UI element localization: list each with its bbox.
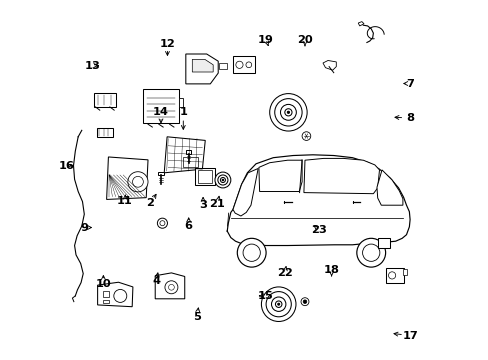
Circle shape xyxy=(215,172,230,188)
Text: 22: 22 xyxy=(276,268,292,278)
Circle shape xyxy=(235,61,243,68)
Circle shape xyxy=(237,238,265,267)
Text: 5: 5 xyxy=(193,312,201,322)
Polygon shape xyxy=(155,273,184,299)
Polygon shape xyxy=(164,137,205,173)
Text: 20: 20 xyxy=(297,35,312,45)
Circle shape xyxy=(265,292,291,317)
Bar xyxy=(232,56,254,73)
Polygon shape xyxy=(258,160,302,192)
Circle shape xyxy=(243,244,260,261)
Text: 21: 21 xyxy=(209,199,225,210)
Bar xyxy=(386,268,403,283)
Bar xyxy=(185,150,191,154)
Circle shape xyxy=(218,175,227,185)
Circle shape xyxy=(168,284,174,290)
Bar xyxy=(94,93,115,107)
Circle shape xyxy=(261,287,295,321)
Bar xyxy=(195,168,214,185)
Circle shape xyxy=(222,179,223,181)
Text: 17: 17 xyxy=(402,330,417,341)
Text: 10: 10 xyxy=(95,279,111,289)
Circle shape xyxy=(274,99,302,126)
Text: 6: 6 xyxy=(184,221,192,231)
Circle shape xyxy=(362,244,379,261)
Circle shape xyxy=(160,221,164,226)
Text: 23: 23 xyxy=(311,225,326,235)
Bar xyxy=(143,89,178,123)
Circle shape xyxy=(280,104,296,120)
Polygon shape xyxy=(98,282,133,307)
Polygon shape xyxy=(185,54,218,84)
Text: 2: 2 xyxy=(146,198,154,208)
Polygon shape xyxy=(322,60,336,70)
Text: 7: 7 xyxy=(406,78,413,89)
Circle shape xyxy=(302,132,310,140)
Circle shape xyxy=(245,62,251,68)
Bar xyxy=(403,269,406,274)
Circle shape xyxy=(275,301,282,307)
Text: 14: 14 xyxy=(153,107,168,117)
Text: 15: 15 xyxy=(257,291,273,301)
Circle shape xyxy=(269,94,306,131)
Bar xyxy=(102,300,109,303)
Circle shape xyxy=(277,303,279,305)
Text: 1: 1 xyxy=(179,107,187,117)
Circle shape xyxy=(356,238,385,267)
Text: 3: 3 xyxy=(199,200,207,210)
Polygon shape xyxy=(303,158,379,194)
Text: 4: 4 xyxy=(152,276,160,286)
Bar xyxy=(97,128,113,137)
Polygon shape xyxy=(376,170,402,205)
Bar xyxy=(377,238,389,248)
Text: 12: 12 xyxy=(159,39,175,49)
Bar xyxy=(158,172,163,175)
Circle shape xyxy=(157,218,167,228)
Circle shape xyxy=(127,172,148,192)
Text: 9: 9 xyxy=(80,222,88,233)
Circle shape xyxy=(287,111,289,113)
Text: 19: 19 xyxy=(258,35,273,45)
Circle shape xyxy=(220,177,225,183)
Bar xyxy=(183,157,197,167)
Circle shape xyxy=(284,109,291,116)
Polygon shape xyxy=(192,59,213,72)
Circle shape xyxy=(114,289,126,302)
Circle shape xyxy=(303,300,306,303)
Text: 8: 8 xyxy=(405,113,413,123)
Text: 11: 11 xyxy=(117,196,133,206)
Polygon shape xyxy=(106,157,148,199)
Circle shape xyxy=(164,281,178,294)
Bar xyxy=(102,291,109,297)
Polygon shape xyxy=(232,168,258,216)
Polygon shape xyxy=(358,22,363,26)
Circle shape xyxy=(301,298,308,306)
Bar xyxy=(219,63,226,69)
Text: 16: 16 xyxy=(58,161,74,171)
Text: 13: 13 xyxy=(84,60,101,71)
Circle shape xyxy=(132,176,143,187)
Circle shape xyxy=(271,297,285,311)
Bar xyxy=(178,98,183,107)
Text: 18: 18 xyxy=(323,265,339,275)
Bar xyxy=(197,170,212,183)
Circle shape xyxy=(387,272,395,279)
